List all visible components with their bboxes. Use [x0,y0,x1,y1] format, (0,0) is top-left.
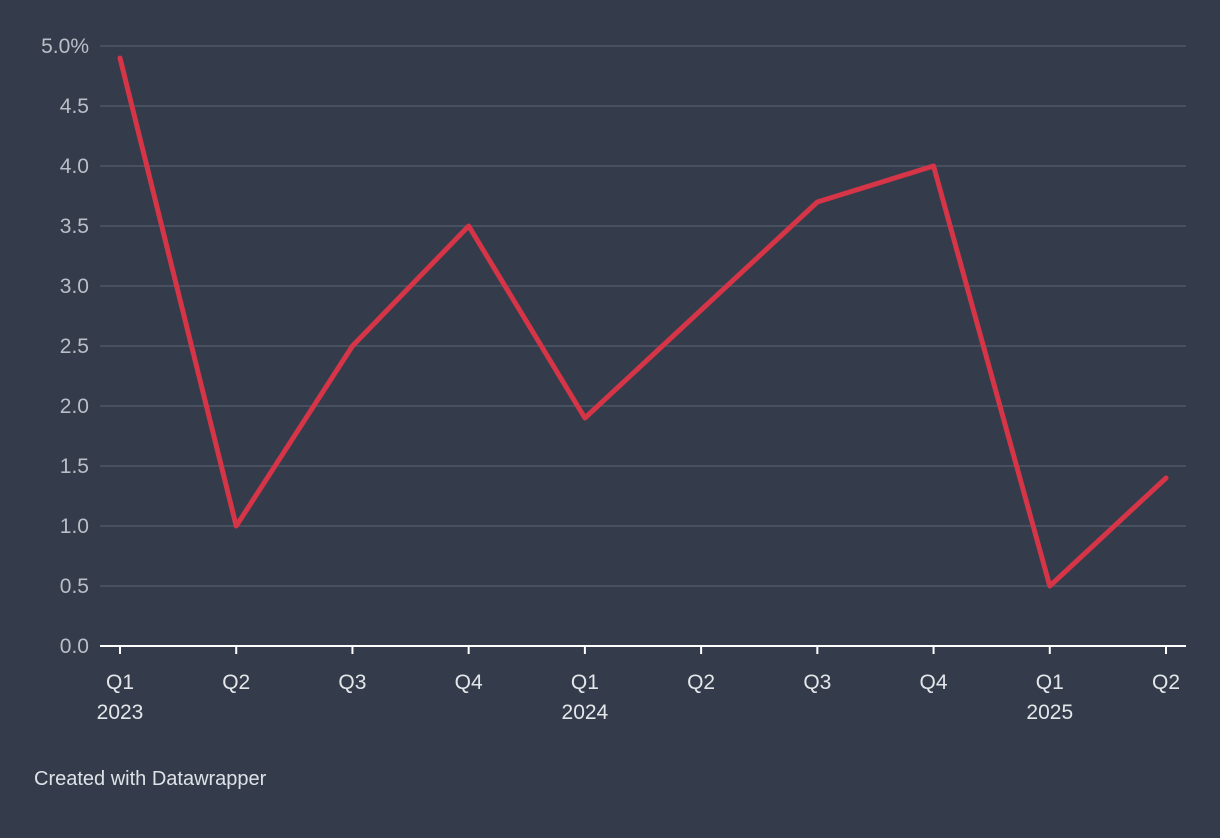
y-tick-label: 2.0 [60,395,89,418]
y-tick-label: 4.0 [60,155,89,178]
y-tick-label: 1.5 [60,455,89,478]
x-tick-label: Q2 [222,671,250,694]
x-tick-year-label: 2024 [562,701,609,724]
x-tick-label: Q4 [920,671,948,694]
x-axis-ticks [119,646,1167,654]
y-tick-label: 3.0 [60,275,89,298]
x-tick-label: Q1 [571,671,599,694]
x-tick-year-label: 2025 [1026,701,1073,724]
x-tick-label: Q2 [1152,671,1180,694]
credit-text: Created with Datawrapper [34,768,267,790]
y-tick-label: 3.5 [60,215,89,238]
y-tick-label: 2.5 [60,335,89,358]
y-tick-label: 4.5 [60,95,89,118]
x-tick-label: Q3 [338,671,366,694]
y-axis-tick-labels: 0.0 0.5 1.0 1.5 2.0 2.5 3.0 3.5 4.0 4.5 5.0% [41,35,89,658]
y-tick-label: 5.0% [41,35,89,58]
y-tick-label: 0.5 [60,575,89,598]
x-tick-label: Q2 [687,671,715,694]
x-axis-tick-labels: Q1 2023 Q2 Q3 Q4 Q1 2024 Q2 Q3 Q4 Q1 2025 Q2 [97,671,1180,724]
y-tick-label: 0.0 [60,635,89,658]
series-line [117,55,1169,589]
y-gridlines [100,45,1186,587]
x-tick-year-label: 2023 [97,701,144,724]
y-tick-label: 1.0 [60,515,89,538]
line-chart: 0.0 0.5 1.0 1.5 2.0 2.5 3.0 3.5 4.0 4.5 5.0% Q1 202… [41,35,1186,724]
x-tick-label: Q4 [455,671,483,694]
x-tick-label: Q1 [106,671,134,694]
series-lines [117,55,1169,589]
x-tick-label: Q3 [803,671,831,694]
x-tick-label: Q1 [1036,671,1064,694]
